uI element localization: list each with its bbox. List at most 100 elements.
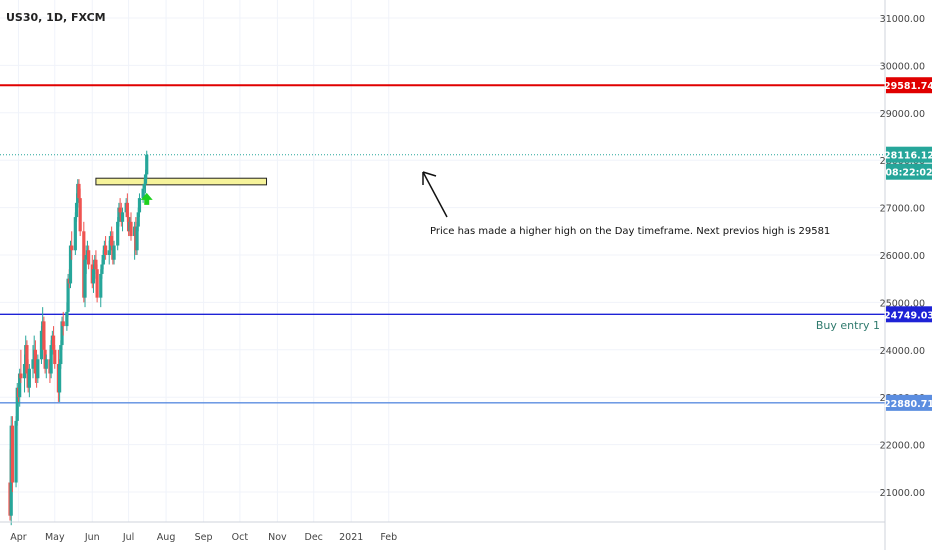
resistance-zone-rectangle[interactable]	[95, 177, 268, 186]
price-badge-current: 28116.12	[884, 146, 932, 163]
candle-body	[58, 364, 62, 393]
candle-body	[100, 264, 104, 274]
candle-body	[27, 368, 31, 388]
candle-body	[136, 212, 140, 227]
price-tick-label: 25000.00	[880, 298, 925, 309]
candle-body	[36, 359, 40, 379]
time-tick-label: 2021	[339, 532, 363, 543]
candle-body	[61, 321, 65, 327]
candle-body	[25, 345, 29, 374]
candle	[10, 416, 15, 492]
candle	[137, 193, 142, 218]
annotation-arrow	[422, 171, 448, 218]
green-up-arrow-icon	[140, 192, 153, 205]
price-badge-support-text: 22880.71	[884, 399, 932, 410]
candle-body	[120, 212, 125, 222]
price-tick-label: 22000.00	[880, 441, 925, 452]
time-tick-label: May	[45, 532, 65, 543]
candle	[116, 217, 120, 251]
candle	[112, 240, 116, 265]
candle-body	[33, 349, 38, 374]
candle	[120, 207, 125, 232]
annotation-note: Price has made a higher high on the Day …	[430, 226, 830, 237]
candle-body	[70, 245, 74, 251]
time-tick-label: Dec	[305, 532, 323, 543]
price-badge-buy-entry: 24749.03	[884, 306, 932, 323]
candle-body	[143, 174, 148, 184]
time-tick-label: Oct	[232, 532, 249, 543]
candle-body	[49, 345, 53, 374]
candle	[49, 340, 53, 379]
price-badge-resistance-bg	[886, 77, 932, 94]
candle-body	[129, 221, 133, 237]
candle-body	[110, 236, 114, 246]
candle-body	[94, 259, 98, 270]
candle-body	[18, 373, 22, 398]
candle-body	[31, 359, 35, 369]
candles	[8, 150, 149, 526]
candle-body	[43, 349, 47, 369]
candle-body	[95, 269, 99, 298]
time-axis[interactable]: Apr May Jun Jul Aug Sep Oct Nov Dec 2021 Feb	[10, 532, 397, 543]
price-tick-label: 31000.00	[880, 14, 925, 25]
price-tick-label: 26000.00	[880, 251, 925, 262]
candle-body	[141, 188, 145, 199]
candle-body	[19, 373, 23, 379]
candle-body	[107, 250, 111, 255]
candle-body	[78, 198, 82, 232]
candle	[39, 326, 44, 365]
time-tick-label: Aug	[157, 532, 176, 543]
candle	[61, 311, 65, 336]
candle-body	[77, 183, 81, 199]
candle	[19, 349, 23, 383]
candle-body	[142, 183, 146, 189]
candle-body	[101, 255, 105, 265]
candle-body	[83, 259, 87, 298]
time-tick-label: Nov	[268, 532, 287, 543]
symbol-title: US30, 1D, FXCM	[6, 11, 106, 24]
candle	[99, 269, 103, 308]
candle	[135, 221, 139, 255]
candle-body	[91, 269, 96, 284]
price-badge-buy-entry-bg	[886, 306, 932, 323]
candle-body	[60, 321, 64, 346]
candle-body	[51, 335, 56, 350]
time-tick-label: Feb	[380, 532, 397, 543]
candle-body	[74, 202, 79, 218]
price-badge-support-bg	[886, 394, 932, 411]
candle-body	[84, 255, 88, 260]
candle-body	[66, 278, 70, 312]
candle-body	[42, 321, 46, 350]
candle	[27, 364, 31, 398]
price-badge-resistance: 29581.74	[884, 77, 932, 94]
candle	[44, 354, 48, 379]
time-tick-label: Jul	[122, 532, 134, 543]
candle	[95, 264, 99, 303]
buy-entry-label: Buy entry 1	[816, 319, 880, 332]
price-tick-label: 29000.00	[880, 109, 925, 120]
candle-body	[44, 359, 48, 369]
candle-body	[125, 202, 129, 218]
candle-body	[39, 330, 44, 360]
candle	[83, 255, 87, 308]
candle-body	[65, 311, 69, 327]
candle-body	[145, 154, 149, 175]
countdown-badge-bg	[886, 163, 932, 180]
price-badge-current-bg	[886, 146, 932, 163]
time-tick-label: Apr	[10, 532, 27, 543]
candle	[78, 188, 82, 237]
candle-body	[137, 198, 142, 213]
candle-body	[22, 364, 27, 379]
candle-body	[68, 245, 73, 284]
candle-body	[73, 217, 77, 251]
candle	[25, 340, 29, 379]
candle	[58, 359, 62, 402]
price-badge-current-text: 28116.12	[884, 151, 932, 162]
candle-body	[118, 207, 122, 213]
price-badge-support: 22880.71	[884, 394, 932, 411]
time-tick-label: Jun	[84, 532, 100, 543]
candle-body	[112, 245, 116, 260]
candle-body	[99, 273, 103, 298]
